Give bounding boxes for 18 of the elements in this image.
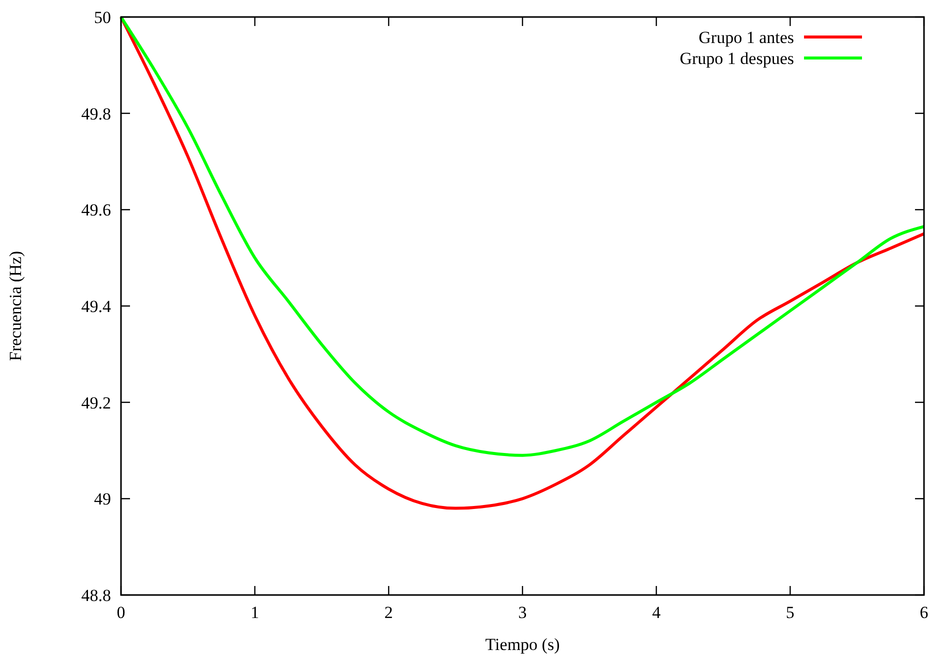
x-tick-label: 0: [116, 603, 126, 622]
legend-label: Grupo 1 despues: [680, 48, 794, 68]
y-tick-label: 49: [94, 490, 111, 509]
y-tick-label: 49.2: [81, 393, 111, 412]
legend-label: Grupo 1 antes: [698, 28, 794, 47]
y-tick-label: 49.8: [81, 104, 111, 124]
y-tick-label: 50: [94, 8, 111, 27]
x-tick-label: 3: [518, 603, 527, 622]
y-axis-title: Frecuencia (Hz): [6, 251, 25, 361]
x-tick-label: 5: [786, 603, 794, 622]
x-axis-title: Tiempo (s): [485, 635, 560, 654]
x-tick-label: 4: [652, 603, 662, 622]
y-tick-label: 48.8: [81, 586, 111, 605]
y-tick-label: 49.6: [81, 200, 111, 220]
x-tick-label: 1: [250, 603, 260, 622]
x-tick-label: 6: [920, 603, 928, 622]
y-tick-label: 49.4: [81, 296, 112, 316]
x-tick-label: 2: [384, 603, 393, 622]
